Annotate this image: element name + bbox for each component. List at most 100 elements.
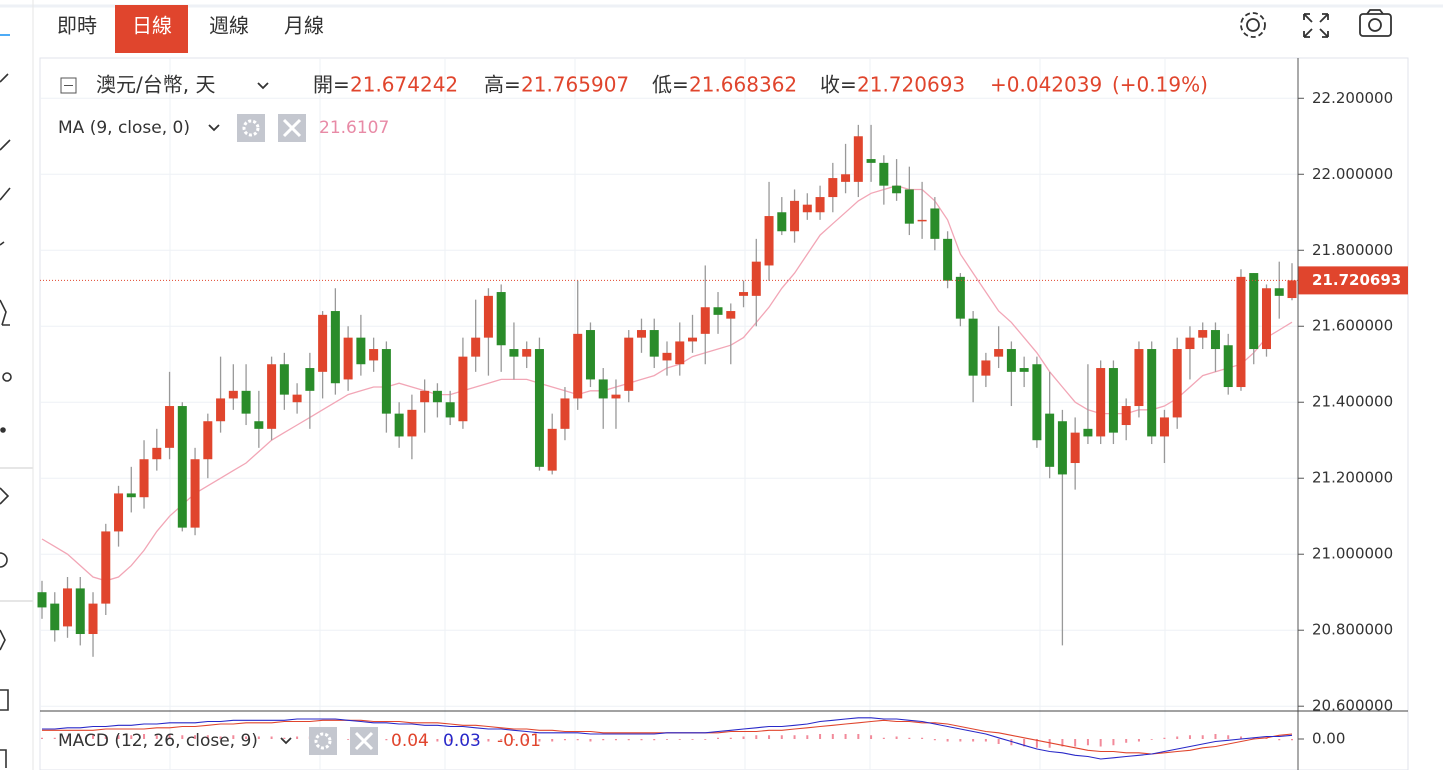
y-tick-label: 20.600000 — [1312, 697, 1393, 715]
macd-histogram-bar — [1227, 735, 1230, 739]
macd-histogram-bar — [959, 739, 962, 742]
candle-body — [598, 379, 608, 399]
candle-body — [968, 318, 978, 376]
candle-body — [254, 421, 264, 429]
candle-body — [1274, 288, 1284, 296]
macd-name: MACD (12, 26, close, 9) — [58, 731, 258, 751]
candle-body — [739, 292, 749, 296]
camera-icon[interactable] — [1359, 9, 1392, 37]
candle-body — [394, 413, 404, 437]
candle-body — [1198, 330, 1208, 338]
ma-settings[interactable] — [237, 114, 265, 142]
macd-value-1: 0.04 — [391, 731, 429, 751]
toolbar-icons — [1240, 9, 1392, 38]
candle-body — [318, 314, 328, 372]
change: +0.042039 — [990, 73, 1102, 97]
high-value: 21.765907 — [521, 73, 629, 97]
candle-body — [432, 390, 442, 403]
candle-body — [1083, 428, 1093, 437]
candle-body — [700, 307, 710, 334]
y-tick-label: 21.000000 — [1312, 545, 1393, 563]
macd-histogram-bar — [525, 739, 528, 742]
candle-body — [547, 428, 557, 471]
candle-body — [522, 349, 532, 357]
macd-histogram-bar — [512, 739, 515, 741]
macd-chevron[interactable] — [280, 737, 292, 745]
macd-histogram-bar — [640, 739, 643, 741]
candle-body — [828, 178, 838, 198]
candle-body — [764, 216, 774, 266]
macd-histogram-bar — [168, 734, 171, 739]
tab[interactable]: 月線 — [284, 14, 324, 38]
candle-body — [649, 330, 659, 357]
x-glyph — [282, 118, 302, 138]
macd-histogram-bar — [729, 737, 732, 739]
macd-histogram-bar — [653, 739, 656, 741]
candle-body — [815, 197, 825, 213]
candle-body — [585, 330, 595, 380]
macd-histogram-bar — [487, 739, 490, 742]
macd-histogram-bar — [194, 735, 197, 739]
pattern-tool[interactable] — [0, 299, 10, 326]
macd-histogram-bar — [130, 735, 133, 739]
tab[interactable]: 即時 — [57, 14, 97, 38]
macd-histogram-bar — [53, 737, 56, 739]
draw-tools[interactable] — [0, 73, 11, 246]
collapse-icon[interactable] — [60, 77, 77, 94]
magnet-tool[interactable] — [0, 487, 10, 505]
candle-body — [866, 159, 876, 163]
macd-histogram-bar — [117, 735, 120, 739]
macd-histogram-bar — [206, 735, 209, 739]
candle-body — [892, 185, 902, 194]
candle-body — [713, 307, 723, 315]
macd-histogram-bar — [946, 739, 949, 742]
candle-body — [407, 409, 417, 437]
macd-histogram-bar — [627, 739, 630, 741]
symbol-chevron[interactable] — [257, 82, 269, 90]
macd-histogram-bar — [551, 739, 554, 742]
macd-hist-value: -0.01 — [497, 731, 541, 751]
ma-chevron[interactable] — [208, 124, 220, 132]
macd-histogram-bar — [997, 739, 1000, 744]
candle-body — [37, 592, 47, 608]
candle-body — [1236, 276, 1246, 388]
macd-histogram-bar — [768, 735, 771, 739]
macd-histogram-bar — [1137, 739, 1140, 742]
tab[interactable]: 週線 — [209, 14, 249, 38]
x-glyph — [354, 731, 374, 751]
candle-body — [190, 459, 200, 528]
dot-tool[interactable] — [0, 427, 6, 433]
candle-body — [1006, 349, 1016, 372]
measure-tool[interactable] — [2, 372, 12, 382]
candle-body — [75, 588, 85, 635]
macd-settings[interactable] — [309, 727, 337, 755]
macd-histogram-bar — [449, 739, 452, 742]
candle-body — [1108, 368, 1118, 433]
candle-body — [1249, 273, 1259, 350]
fullscreen-icon[interactable] — [1303, 13, 1329, 38]
macd-histogram-bar — [742, 736, 745, 739]
candle-body — [560, 398, 570, 429]
macd-histogram-bar — [602, 739, 605, 741]
lock-tools[interactable] — [0, 629, 9, 768]
macd-histogram-bar — [972, 739, 975, 742]
settings-icon[interactable] — [1240, 12, 1266, 38]
candle-body — [777, 212, 787, 232]
macd-histogram-bar — [474, 739, 477, 742]
candle-body — [330, 311, 340, 384]
candle-body — [1121, 406, 1131, 426]
candle-body — [458, 356, 468, 422]
high-label: 高= — [484, 73, 521, 97]
zoom-tool[interactable] — [0, 552, 8, 568]
candle-body — [1019, 368, 1029, 372]
candle-body — [343, 337, 353, 380]
change-pct: (+0.19%) — [1112, 73, 1208, 97]
candle-body — [496, 292, 506, 346]
candle-body — [445, 402, 455, 418]
tab[interactable]: 日線 — [132, 14, 172, 38]
candle-body — [636, 330, 646, 338]
macd-histogram-bar — [1086, 739, 1089, 746]
candle-body — [1210, 330, 1220, 350]
macd-line — [42, 717, 1293, 760]
y-tick-label: 21.600000 — [1312, 317, 1393, 335]
